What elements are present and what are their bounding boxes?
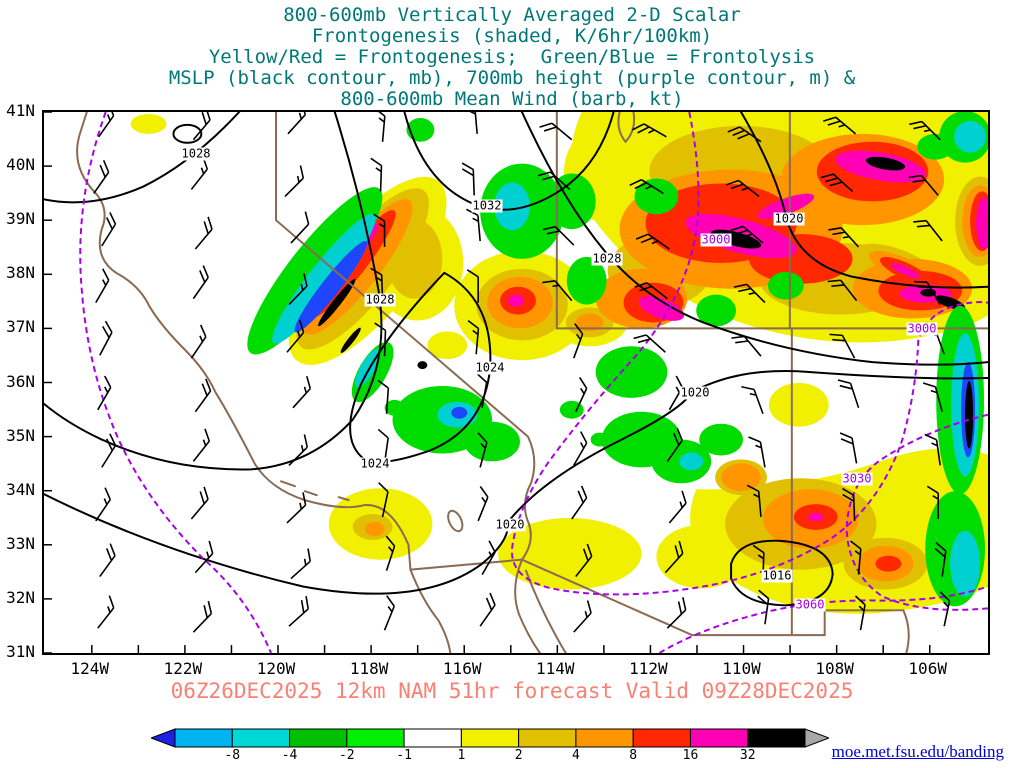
colorbar-tick-label: 32 (739, 748, 756, 763)
mslp-contours (44, 112, 988, 607)
coastline (76, 112, 412, 571)
lat-tick-label: 37N (6, 317, 35, 337)
lon-tick-label: 120W (256, 659, 296, 678)
lat-tick-label: 35N (6, 425, 35, 445)
channel-islands (280, 480, 350, 502)
colorbar-tick-label: -2 (338, 748, 355, 763)
forecast-caption: 06Z26DEC2025 12km NAM 51hr forecast Vali… (170, 679, 854, 703)
colorbar-tick-label: 1 (457, 748, 466, 763)
lon-tick-label: 122W (163, 659, 203, 678)
lon-tick-label: 110W (722, 659, 761, 678)
lat-tick-label: 31N (6, 642, 35, 661)
great-salt-lake (617, 112, 636, 144)
gulf-of-california (514, 558, 541, 653)
lat-tick-label: 41N (6, 101, 35, 120)
title-block: 800-600mb Vertically Averaged 2-D Scalar… (0, 5, 1024, 110)
lon-tick-label: 118W (349, 659, 389, 678)
title-line-1: 800-600mb Vertically Averaged 2-D Scalar (283, 4, 741, 26)
lat-tick-label: 40N (6, 155, 35, 175)
title-line-2: Frontogenesis (shaded, K/6hr/100km) (311, 25, 713, 47)
lon-tick-label: 106W (908, 659, 947, 678)
map-area: 1028 1032 1028 1028 1024 1024 1020 1020 1020 1016… (42, 110, 990, 655)
frontogenesis-shading-layer (130, 112, 988, 614)
lon-tick-label: 114W (536, 659, 575, 678)
colorbar-labels: -8 -4 -2 -1 1 2 4 8 16 32 (175, 748, 805, 763)
lon-axis: 124W 122W 120W 118W 116W 114W 112W 110W 108W 106W (42, 659, 990, 679)
colorbar-tick-label: 8 (629, 748, 638, 763)
colorbar-tick-label: 4 (571, 748, 580, 763)
title-line-3: Yellow/Red = Frontogenesis; Green/Blue =… (208, 46, 816, 68)
lon-tick-label: 112W (629, 659, 668, 678)
colorbar-scale (151, 728, 829, 748)
mexico-border (409, 558, 910, 653)
axis-ticks (44, 112, 931, 653)
lon-tick-label: 116W (442, 659, 482, 678)
map-canvas (44, 112, 988, 653)
lat-tick-label: 32N (6, 587, 35, 607)
lat-tick-label: 34N (6, 479, 35, 499)
shading-black-negative (318, 278, 974, 449)
colorbar-tick-label: -1 (396, 748, 412, 763)
lat-axis: 41N 40N 39N 38N 37N 36N 35N 34N 33N 32N 31N (0, 101, 38, 661)
lat-tick-label: 38N (6, 263, 35, 283)
title-line-4: MSLP (black contour, mb), 700mb height (… (168, 67, 856, 89)
colorbar-tick-label: -8 (224, 748, 241, 763)
lat-tick-label: 39N (6, 209, 35, 229)
title-line-5: 800-600mb Mean Wind (barb, kt) (340, 88, 684, 110)
colorbar-tick-label: 16 (682, 748, 699, 763)
colorbar-tick-label: 2 (514, 748, 523, 763)
baja-coast (409, 568, 452, 653)
california-nevada-border (275, 112, 536, 561)
salton-sea (447, 509, 464, 533)
colorbar-tick-label: -4 (281, 748, 298, 763)
lon-tick-label: 124W (70, 659, 110, 678)
lon-tick-label: 108W (815, 659, 854, 678)
site-link[interactable]: moe.met.fsu.edu/banding (831, 742, 1004, 761)
lat-tick-label: 33N (6, 533, 35, 553)
lat-tick-label: 36N (6, 371, 35, 391)
